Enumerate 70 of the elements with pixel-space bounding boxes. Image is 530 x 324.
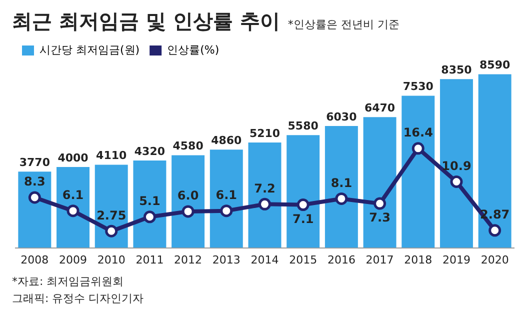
bar (363, 117, 396, 248)
bar (94, 164, 128, 248)
bar (440, 79, 473, 248)
x-tick-label: 2015 (289, 253, 318, 266)
data-label: 4860 (211, 134, 242, 147)
data-label: 8.3 (24, 174, 46, 189)
x-tick-label: 2016 (327, 253, 356, 266)
data-label: 7.2 (254, 181, 276, 196)
bar (248, 142, 282, 248)
x-tick-label: 2018 (404, 253, 432, 266)
chart-title: 최근 최저임금 및 인상률 추이 (12, 8, 280, 35)
point (182, 205, 194, 218)
point (450, 175, 463, 188)
data-label: 4580 (172, 140, 204, 153)
data-label: 7.1 (292, 212, 314, 226)
data-label: 5210 (249, 126, 280, 140)
bar (402, 96, 435, 248)
bar (478, 74, 512, 248)
data-label: 6.1 (216, 188, 238, 202)
data-label: 8.1 (330, 176, 352, 190)
point (143, 210, 156, 224)
x-tick-label: 2019 (442, 253, 470, 266)
bar (56, 167, 90, 248)
bar (133, 160, 166, 248)
point (412, 142, 424, 155)
x-tick-label: 2009 (59, 253, 88, 266)
point (66, 204, 80, 218)
data-label: 6470 (364, 101, 396, 114)
x-tick-label: 2020 (480, 253, 509, 266)
point (374, 197, 386, 210)
x-tick-label: 2017 (366, 253, 394, 266)
data-label: 4000 (58, 151, 89, 164)
data-label: 6030 (326, 110, 358, 124)
text: *자료: 최저임금위원회 (12, 274, 125, 290)
legend-label: 시간당 최저임금(원) (40, 43, 140, 56)
point (488, 224, 502, 237)
point (28, 191, 41, 204)
bar (286, 135, 320, 248)
x-tick-label: 2014 (250, 253, 279, 266)
x-tick-label: 2012 (174, 253, 202, 266)
data-label: 2.75 (96, 208, 126, 222)
data-label: 7.3 (369, 210, 390, 225)
x-tick-label: 2008 (20, 253, 49, 266)
text: 그래픽: 유정수 디자인기자 (12, 291, 145, 307)
data-label: 3770 (19, 156, 50, 170)
data-label: 6.1 (62, 188, 84, 202)
data-label: 16.4 (403, 126, 433, 140)
data-label: 4320 (134, 144, 166, 158)
bar (172, 155, 205, 248)
point (258, 198, 271, 210)
data-label: 7530 (402, 80, 434, 94)
data-label: 5580 (288, 119, 319, 132)
data-label: 10.9 (442, 158, 472, 173)
bar (18, 172, 52, 248)
data-label: 5.1 (139, 194, 160, 208)
point (220, 204, 233, 218)
data-label: 6.0 (177, 188, 199, 203)
chart-subtitle: *인상률은 전년비 기준 (288, 17, 400, 32)
data-label: 4110 (96, 149, 128, 162)
point (296, 198, 310, 212)
bar (210, 150, 243, 248)
legend-label: 인상률(%) (167, 43, 220, 56)
data-label: 8590 (480, 58, 510, 72)
x-tick-label: 2011 (136, 253, 164, 266)
x-tick-label: 2013 (212, 253, 240, 266)
data-label: 8350 (441, 63, 472, 76)
point (335, 192, 348, 205)
bar (324, 126, 358, 248)
x-tick-label: 2010 (97, 253, 126, 266)
point (105, 224, 118, 238)
